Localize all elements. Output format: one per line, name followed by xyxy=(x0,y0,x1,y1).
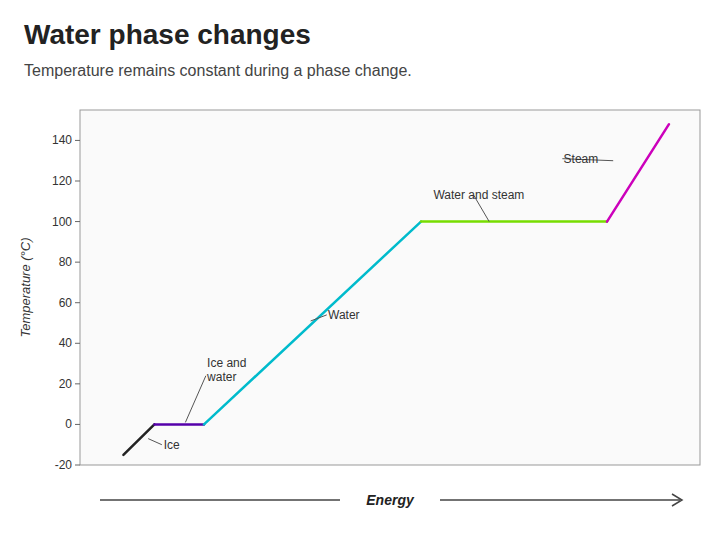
x-axis-rule xyxy=(100,499,340,501)
annotation-line xyxy=(311,315,327,321)
annotation-line-text: Ice and xyxy=(207,356,246,370)
y-tick xyxy=(75,465,80,466)
annotation: Ice xyxy=(164,438,180,452)
annotation-line xyxy=(185,376,205,423)
line-segment xyxy=(607,124,669,221)
annotation: Water xyxy=(328,308,360,322)
y-tick xyxy=(75,343,80,344)
series-group xyxy=(123,124,669,455)
x-axis-arrow xyxy=(440,499,680,501)
y-tick xyxy=(75,181,80,182)
annotation-line-text: Steam xyxy=(564,152,599,166)
y-tick-label: -20 xyxy=(55,458,73,472)
y-tick xyxy=(75,424,80,425)
annotation: Water and steam xyxy=(433,188,524,202)
annotation: Ice andwater xyxy=(206,356,246,384)
y-tick-label: 20 xyxy=(59,377,73,391)
line-segment xyxy=(204,222,421,425)
x-axis-arrowhead xyxy=(672,494,682,506)
subtitle: Temperature remains constant during a ph… xyxy=(24,62,412,79)
title: Water phase changes xyxy=(24,19,311,50)
y-tick xyxy=(75,262,80,263)
y-tick xyxy=(75,140,80,141)
y-tick-label: 80 xyxy=(59,255,73,269)
plot-frame xyxy=(80,110,700,465)
annotation-line-text: Water xyxy=(328,308,360,322)
chart: Water phase changes Temperature remains c… xyxy=(0,0,720,540)
annotation-line-text: water xyxy=(206,370,236,384)
line-segment xyxy=(154,423,204,426)
annotation: Steam xyxy=(564,152,599,166)
y-tick-label: 100 xyxy=(52,215,72,229)
annotation-line xyxy=(148,439,162,445)
y-tick xyxy=(75,221,80,222)
annotation-line-text: Ice xyxy=(164,438,180,452)
y-tick xyxy=(75,302,80,303)
annotation-line-text: Water and steam xyxy=(433,188,524,202)
y-tick xyxy=(75,383,80,384)
y-tick-label: 0 xyxy=(65,417,72,431)
x-axis-label: Energy xyxy=(366,492,415,508)
line-segment xyxy=(421,220,607,223)
y-tick-label: 40 xyxy=(59,336,73,350)
y-tick-label: 120 xyxy=(52,174,72,188)
y-tick-label: 60 xyxy=(59,296,73,310)
y-tick-label: 140 xyxy=(52,133,72,147)
y-axis-label: Temperature (°C) xyxy=(18,237,33,337)
